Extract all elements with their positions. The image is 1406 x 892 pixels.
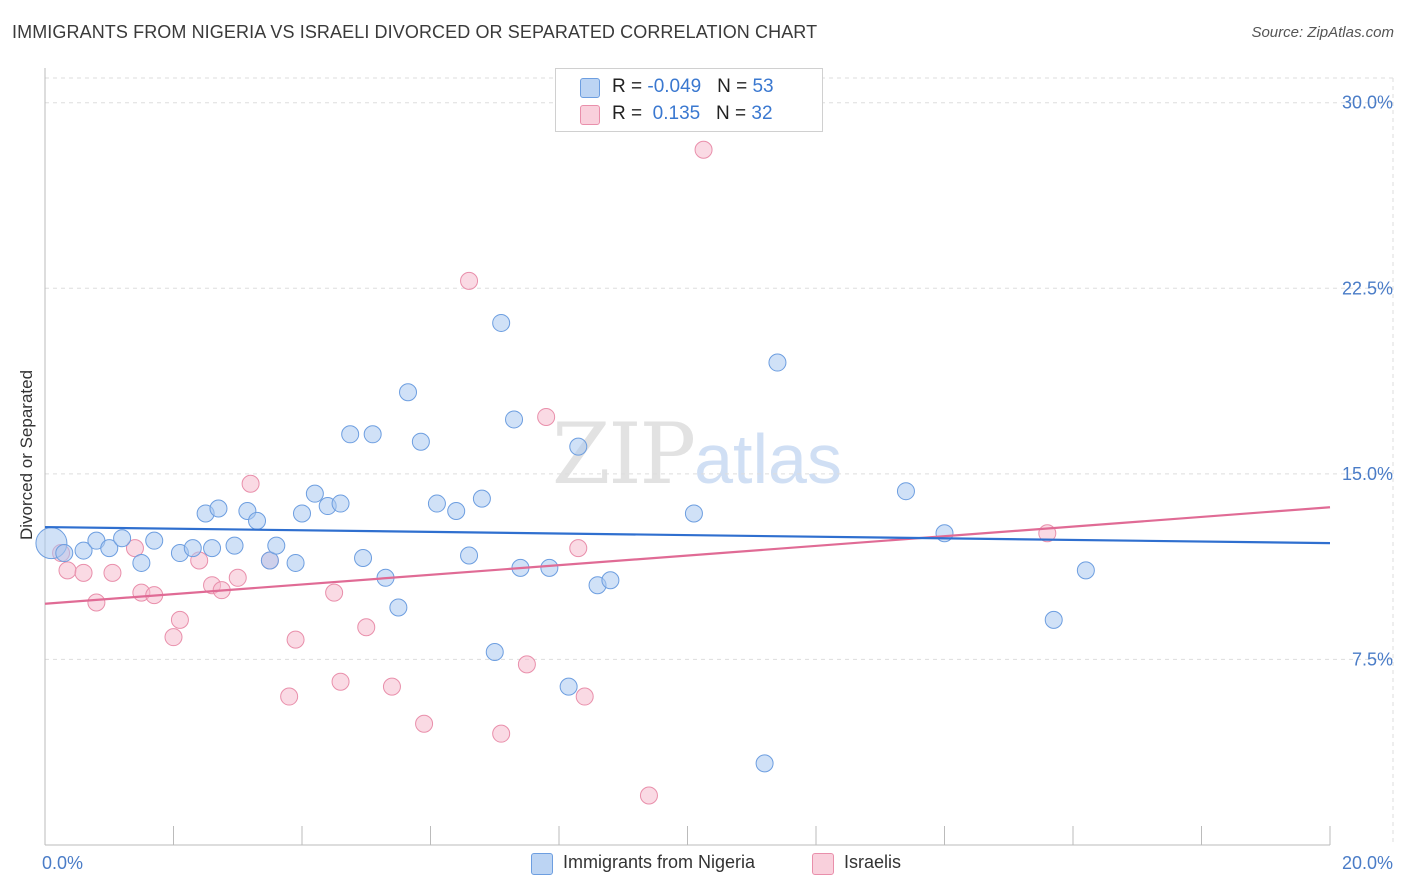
stats-legend: R = -0.049 N = 53 R = 0.135 N = 32	[555, 68, 823, 132]
israelis-point	[415, 714, 434, 733]
nigeria-point	[286, 553, 305, 572]
nigeria-point	[183, 539, 202, 558]
nigeria-point	[293, 504, 311, 523]
legend-swatch-israelis	[580, 105, 600, 125]
nigeria-point	[492, 313, 511, 332]
israelis-point	[58, 561, 77, 580]
nigeria-point	[411, 432, 430, 451]
legend-text-nigeria: R = -0.049 N = 53	[612, 76, 774, 98]
legend-n-label: N =	[717, 76, 753, 97]
israelis-point	[228, 568, 247, 587]
nigeria-point	[1076, 561, 1095, 580]
axes	[44, 68, 1331, 846]
nigeria-point	[203, 539, 222, 558]
nigeria-point	[601, 571, 620, 590]
israelis-point	[170, 610, 189, 629]
nigeria-points	[35, 313, 1095, 773]
chart-title: IMMIGRANTS FROM NIGERIA VS ISRAELI DIVOR…	[12, 22, 818, 42]
nigeria-point	[74, 541, 93, 560]
israelis-point	[537, 407, 556, 426]
series-label-israelis: Israelis	[844, 852, 902, 872]
nigeria-point	[559, 677, 578, 696]
nigeria-point	[305, 484, 324, 503]
y-tick-label: 22.5%	[1342, 278, 1393, 298]
nigeria-point	[389, 598, 408, 617]
tick-labels: 7.5% 15.0% 22.5% 30.0% 0.0% 20.0%	[42, 93, 1393, 873]
israelis-point	[639, 786, 658, 805]
israelis-point	[241, 474, 260, 493]
series-swatch-nigeria	[531, 853, 553, 875]
gridlines	[45, 77, 1394, 845]
israelis-point	[382, 677, 401, 696]
legend-r-label: R =	[612, 103, 648, 124]
israelis-point	[517, 655, 536, 674]
legend-swatch-nigeria	[580, 78, 600, 98]
israelis-trend-line	[44, 506, 1331, 605]
israelis-point	[286, 630, 305, 649]
israelis-point	[74, 563, 93, 582]
nigeria-point	[427, 494, 446, 513]
nigeria-point	[485, 643, 504, 662]
legend-r-value: -0.049	[647, 76, 702, 97]
legend-text-israelis: R = 0.135 N = 32	[612, 103, 773, 125]
nigeria-point	[505, 410, 524, 429]
israelis-point	[125, 539, 144, 558]
israelis-point	[103, 563, 122, 582]
nigeria-point	[260, 551, 279, 570]
source-credit: Source: ZipAtlas.com	[1251, 24, 1394, 41]
nigeria-point	[896, 482, 915, 501]
y-tick-label: 15.0%	[1342, 464, 1393, 484]
nigeria-point	[569, 437, 588, 456]
nigeria-point	[132, 553, 151, 572]
nigeria-point	[248, 511, 267, 530]
israelis-point	[87, 593, 106, 612]
nigeria-point	[755, 754, 774, 773]
israelis-point	[325, 583, 344, 602]
nigeria-point	[447, 501, 466, 520]
israelis-point	[694, 140, 713, 159]
nigeria-point	[1044, 610, 1063, 629]
nigeria-point	[684, 504, 703, 523]
nigeria-point	[55, 544, 74, 563]
nigeria-point	[540, 558, 559, 577]
x-tick-label: 0.0%	[42, 853, 83, 873]
israelis-point	[492, 724, 511, 743]
legend-r-value: 0.135	[647, 103, 701, 124]
nigeria-trend-line	[44, 525, 1331, 545]
nigeria-point	[363, 425, 382, 444]
y-tick-label: 7.5%	[1352, 649, 1393, 669]
nigeria-point	[768, 353, 787, 372]
israelis-point	[164, 628, 183, 647]
nigeria-point	[225, 536, 244, 555]
series-legend: Immigrants from Nigeria Israelis	[0, 852, 1406, 876]
israelis-point	[460, 271, 479, 290]
israelis-point	[575, 687, 594, 706]
nigeria-point	[472, 489, 491, 508]
x-tick-label: 20.0%	[1342, 853, 1393, 873]
israelis-points	[52, 140, 1057, 805]
nigeria-point	[460, 546, 479, 565]
israelis-point	[569, 539, 588, 558]
legend-n-value: 53	[752, 76, 774, 97]
y-tick-label: 30.0%	[1342, 93, 1393, 113]
nigeria-point	[331, 494, 350, 513]
israelis-point	[280, 687, 299, 706]
nigeria-point	[145, 531, 164, 550]
trend-lines	[44, 506, 1331, 605]
legend-r-label: R =	[612, 76, 648, 97]
nigeria-point	[100, 539, 119, 558]
series-swatch-israelis	[812, 853, 834, 875]
israelis-point	[331, 672, 350, 691]
nigeria-point	[399, 383, 418, 402]
nigeria-point	[113, 529, 132, 548]
nigeria-point	[267, 536, 286, 555]
legend-n-label: N =	[716, 103, 752, 124]
nigeria-point	[341, 425, 360, 444]
series-label-nigeria: Immigrants from Nigeria	[563, 852, 756, 872]
israelis-point	[357, 618, 376, 637]
legend-n-value: 32	[751, 103, 773, 124]
nigeria-point	[354, 548, 373, 567]
nigeria-point	[209, 499, 228, 518]
